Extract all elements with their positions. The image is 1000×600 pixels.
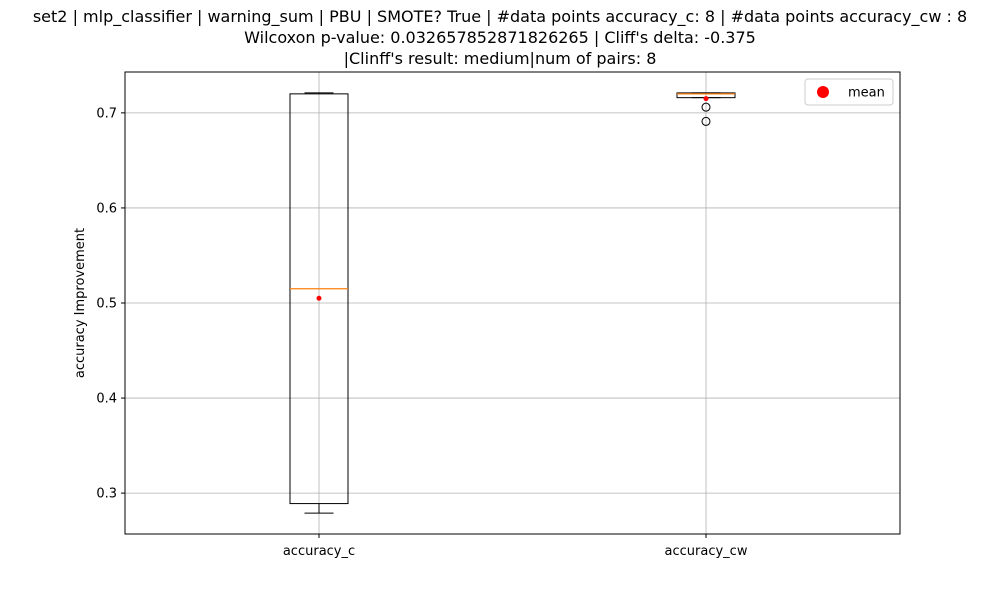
- title-line-2: Wilcoxon p-value: 0.032657852871826265 |…: [244, 28, 756, 47]
- x-tick-label-0: accuracy_c: [283, 544, 355, 559]
- y-tick-label-0: 0.3: [96, 487, 117, 502]
- y-tick-label-1: 0.4: [96, 392, 117, 407]
- axis-ticks: 0.3 0.4 0.5 0.6 0.7 accuracy_c accuracy_cw: [96, 106, 748, 559]
- legend: mean: [804, 78, 894, 106]
- outlier-0: [701, 102, 711, 112]
- y-tick-label-3: 0.6: [96, 201, 117, 216]
- legend-mean-marker: [817, 86, 829, 98]
- mean-marker: [703, 96, 709, 102]
- mean-marker: [316, 295, 322, 301]
- title-line-1: set2 | mlp_classifier | warning_sum | PB…: [33, 7, 967, 27]
- outlier-1: [701, 116, 711, 126]
- box-accuracy_c: [289, 92, 349, 514]
- grid-lines: [125, 72, 900, 534]
- y-axis-label: accuracy Improvement: [73, 228, 88, 378]
- box-accuracy_cw: [676, 92, 736, 126]
- legend-mean-label: mean: [848, 86, 885, 101]
- iqr-box: [289, 93, 349, 505]
- box-plots: [289, 92, 736, 514]
- title-line-3: |Clinff's result: medium|num of pairs: 8: [344, 49, 657, 68]
- x-tick-label-1: accuracy_cw: [665, 544, 748, 559]
- legend-frame: [804, 78, 894, 106]
- y-tick-label-2: 0.5: [96, 297, 117, 312]
- y-tick-label-4: 0.7: [96, 106, 117, 121]
- chart-title: set2 | mlp_classifier | warning_sum | PB…: [33, 7, 967, 68]
